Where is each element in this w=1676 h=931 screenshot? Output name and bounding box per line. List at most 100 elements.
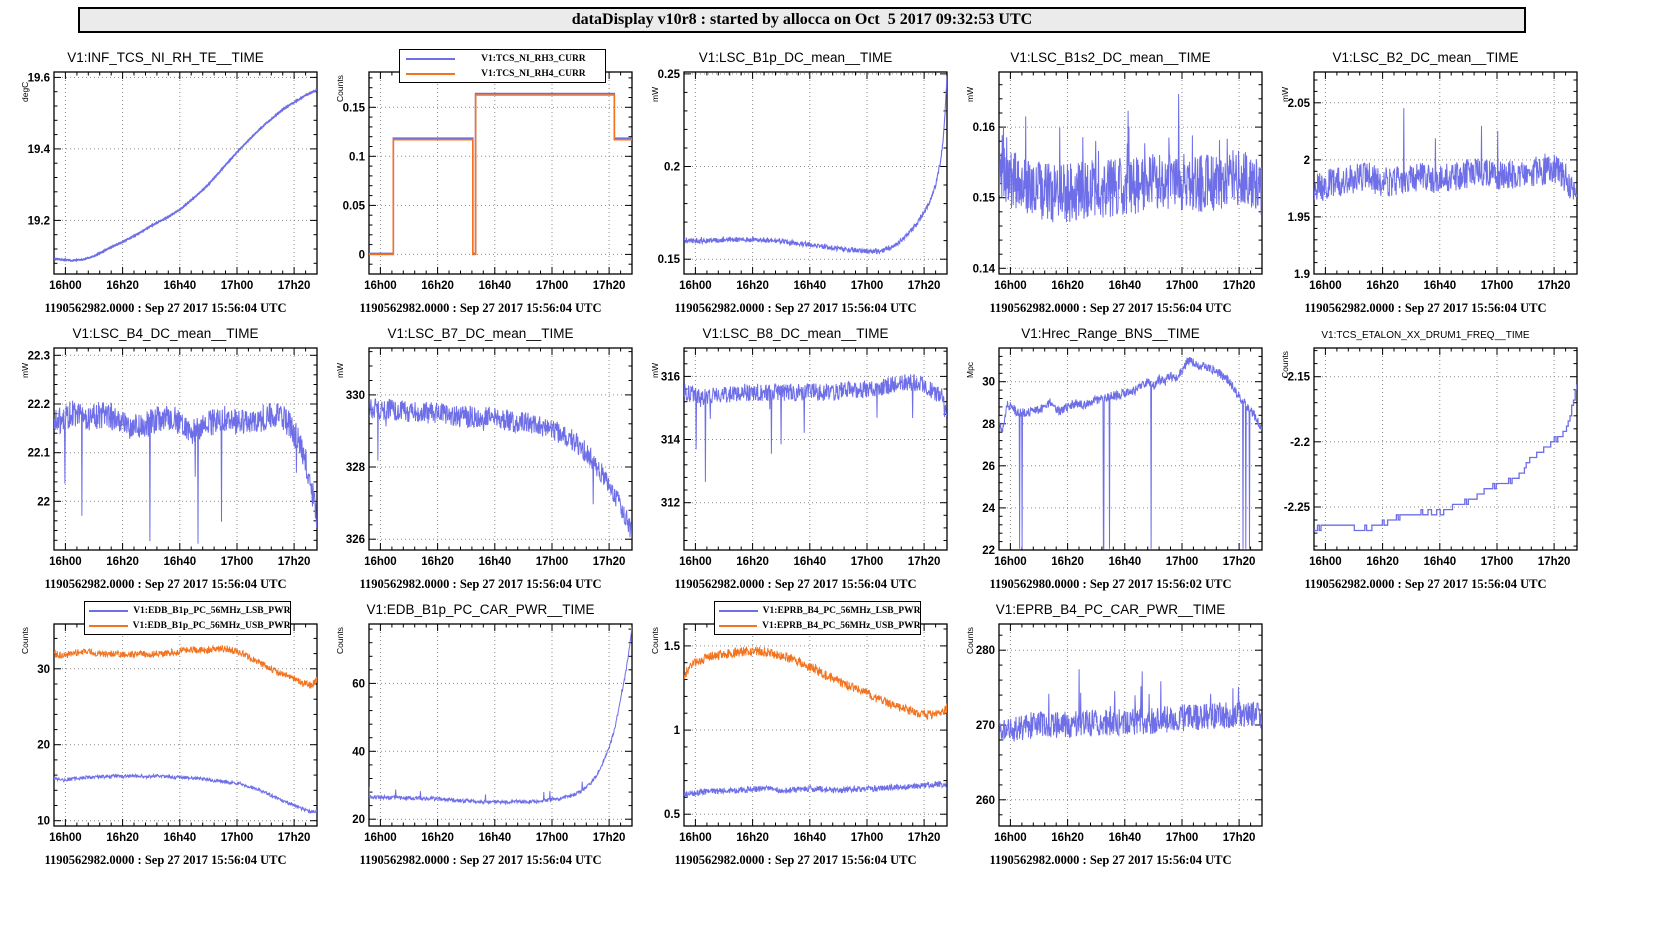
chart-canvas: 22 24 26 28 30 16h00 16h20 16h40 17h00 17h20 Mpc [965,347,1263,568]
svg-text:-2.25: -2.25 [1284,502,1311,514]
legend-line-swatch [715,624,763,627]
timestamp: 1190562982.0000 : Sep 27 2017 15:56:04 U… [44,301,287,315]
svg-text:328: 328 [346,462,366,474]
svg-text:316: 316 [661,371,680,383]
svg-text:22.3: 22.3 [28,350,50,362]
svg-text:17h00: 17h00 [1481,556,1514,568]
svg-text:mW: mW [20,363,30,378]
svg-text:0.1: 0.1 [349,151,366,163]
svg-text:16h20: 16h20 [421,280,454,292]
svg-text:16h20: 16h20 [736,556,769,568]
svg-text:1.9: 1.9 [1294,269,1310,281]
svg-text:17h00: 17h00 [536,556,569,568]
svg-text:16h20: 16h20 [736,280,769,292]
svg-text:0.5: 0.5 [664,809,681,821]
svg-text:mW: mW [650,87,660,102]
chart-canvas: 19.2 19.4 19.6 16h00 16h20 16h40 17h00 17h20 deg… [20,71,318,292]
legend-item: V1:EDB_B1p_PC_56MHz_LSB_PWR [85,603,291,618]
svg-text:17h20: 17h20 [593,832,626,844]
svg-text:17h20: 17h20 [1538,280,1571,292]
svg-text:16h40: 16h40 [478,280,511,292]
plot-panel: V1:TCS_ETALON_XX_DRUM1_FREQ__TIME -2.25 -2… [1268,324,1583,600]
plot-panel: 10 20 30 16h00 16h20 16h40 17h00 17h20 Counts V1:… [8,600,323,876]
svg-text:24: 24 [982,503,995,515]
plot-panel: V1:LSC_B2_DC_mean__TIME 1.9 1.95 2 2.05 16h00… [1268,48,1583,324]
chart-canvas: 22 22.1 22.2 22.3 16h00 16h20 16h40 17h00 17h20 m… [20,347,318,568]
legend-label: V1:EDB_B1p_PC_56MHz_LSB_PWR [133,605,291,616]
svg-text:16h20: 16h20 [1051,556,1084,568]
legend-label: V1:TCS_NI_RH3_CURR [481,53,586,64]
chart-canvas: 1.9 1.95 2 2.05 16h00 16h20 16h40 17h00 17h20 mW [1280,71,1578,292]
svg-text:280: 280 [976,645,995,657]
svg-text:16h20: 16h20 [106,832,139,844]
plot-panel: V1:Hrec_Range_BNS__TIME 22 24 26 28 30 16h00 16… [953,324,1268,600]
timestamp: 1190562982.0000 : Sep 27 2017 15:56:04 U… [674,301,917,315]
chart-canvas: 0.14 0.15 0.16 16h00 16h20 16h40 17h00 17h20 mW [965,71,1263,292]
chart-canvas: -2.25 -2.2 -2.15 16h00 16h20 16h40 17h00 17h20 C… [1280,347,1578,568]
svg-text:17h00: 17h00 [1166,832,1199,844]
svg-text:312: 312 [661,498,680,510]
svg-text:16h00: 16h00 [49,280,82,292]
legend-item: V1:TCS_NI_RH3_CURR [400,51,606,66]
svg-text:17h20: 17h20 [1223,832,1256,844]
svg-text:16h40: 16h40 [793,832,826,844]
svg-text:16h00: 16h00 [679,832,712,844]
svg-text:Counts: Counts [20,627,30,654]
legend-line-swatch [400,72,462,75]
svg-text:17h20: 17h20 [278,832,311,844]
svg-text:16h40: 16h40 [1423,280,1456,292]
legend-line-swatch [85,624,133,627]
plot-panel: 0.5 1 1.5 16h00 16h20 16h40 17h00 17h20 Counts V1… [638,600,953,876]
svg-text:16h00: 16h00 [49,832,82,844]
svg-text:17h00: 17h00 [221,832,254,844]
svg-text:22: 22 [37,496,50,508]
empty-panel [1268,600,1583,876]
svg-text:16h40: 16h40 [1108,280,1141,292]
svg-text:Counts: Counts [650,627,660,654]
title-text: dataDisplay v10r8 : started by allocca o… [571,11,1033,28]
svg-text:17h00: 17h00 [536,832,569,844]
chart-canvas: 0.15 0.2 0.25 16h00 16h20 16h40 17h00 17h20 mW [650,69,948,292]
plot-panel: 0 0.05 0.1 0.15 16h00 16h20 16h40 17h00 17h20 Cou… [323,48,638,324]
legend-label: V1:TCS_NI_RH4_CURR [481,68,586,79]
svg-text:28: 28 [982,419,995,431]
timestamp: 1190562982.0000 : Sep 27 2017 15:56:04 U… [989,301,1232,315]
svg-text:Counts: Counts [965,627,975,654]
svg-text:16h00: 16h00 [679,280,712,292]
legend: V1:EDB_B1p_PC_56MHz_LSB_PWR V1:EDB_B1p_PC… [83,601,292,635]
plot-title: V1:LSC_B8_DC_mean__TIME [702,326,889,341]
legend-line-swatch [715,609,763,612]
svg-text:17h20: 17h20 [593,280,626,292]
svg-text:26: 26 [982,461,995,473]
plot-title: V1:INF_TCS_NI_RH_TE__TIME [67,50,264,65]
svg-text:22.1: 22.1 [28,448,51,460]
svg-text:0.15: 0.15 [658,254,681,266]
svg-text:17h00: 17h00 [536,280,569,292]
chart-canvas: 10 20 30 16h00 16h20 16h40 17h00 17h20 Counts [20,623,318,844]
plot-panel: V1:EDB_B1p_PC_CAR_PWR__TIME 20 40 60 16h00 16… [323,600,638,876]
svg-text:17h20: 17h20 [593,556,626,568]
svg-text:20: 20 [352,814,365,826]
plot-panel: V1:LSC_B1s2_DC_mean__TIME 0.14 0.15 0.16 16h… [953,48,1268,324]
svg-text:19.2: 19.2 [28,215,50,227]
chart-canvas: 312 314 316 16h00 16h20 16h40 17h00 17h20 mW [650,347,948,568]
legend-item: V1:TCS_NI_RH4_CURR [400,66,606,81]
legend-label: V1:EPRB_B4_PC_56MHz_USB_PWR [762,620,921,631]
svg-text:17h00: 17h00 [1166,556,1199,568]
svg-text:40: 40 [352,746,365,758]
svg-text:1.95: 1.95 [1288,212,1311,224]
svg-text:314: 314 [661,435,681,447]
svg-text:17h20: 17h20 [908,280,941,292]
svg-text:16h00: 16h00 [364,832,397,844]
svg-text:Counts: Counts [1280,351,1290,378]
svg-text:16h00: 16h00 [49,556,82,568]
svg-text:16h20: 16h20 [421,832,454,844]
svg-text:16h20: 16h20 [1051,832,1084,844]
svg-text:16h20: 16h20 [421,556,454,568]
svg-text:0.2: 0.2 [664,162,680,174]
timestamp: 1190562982.0000 : Sep 27 2017 15:56:04 U… [359,853,602,867]
svg-text:17h20: 17h20 [278,556,311,568]
svg-text:16h40: 16h40 [163,280,196,292]
svg-text:-2.15: -2.15 [1284,372,1311,384]
svg-text:mW: mW [965,87,975,102]
